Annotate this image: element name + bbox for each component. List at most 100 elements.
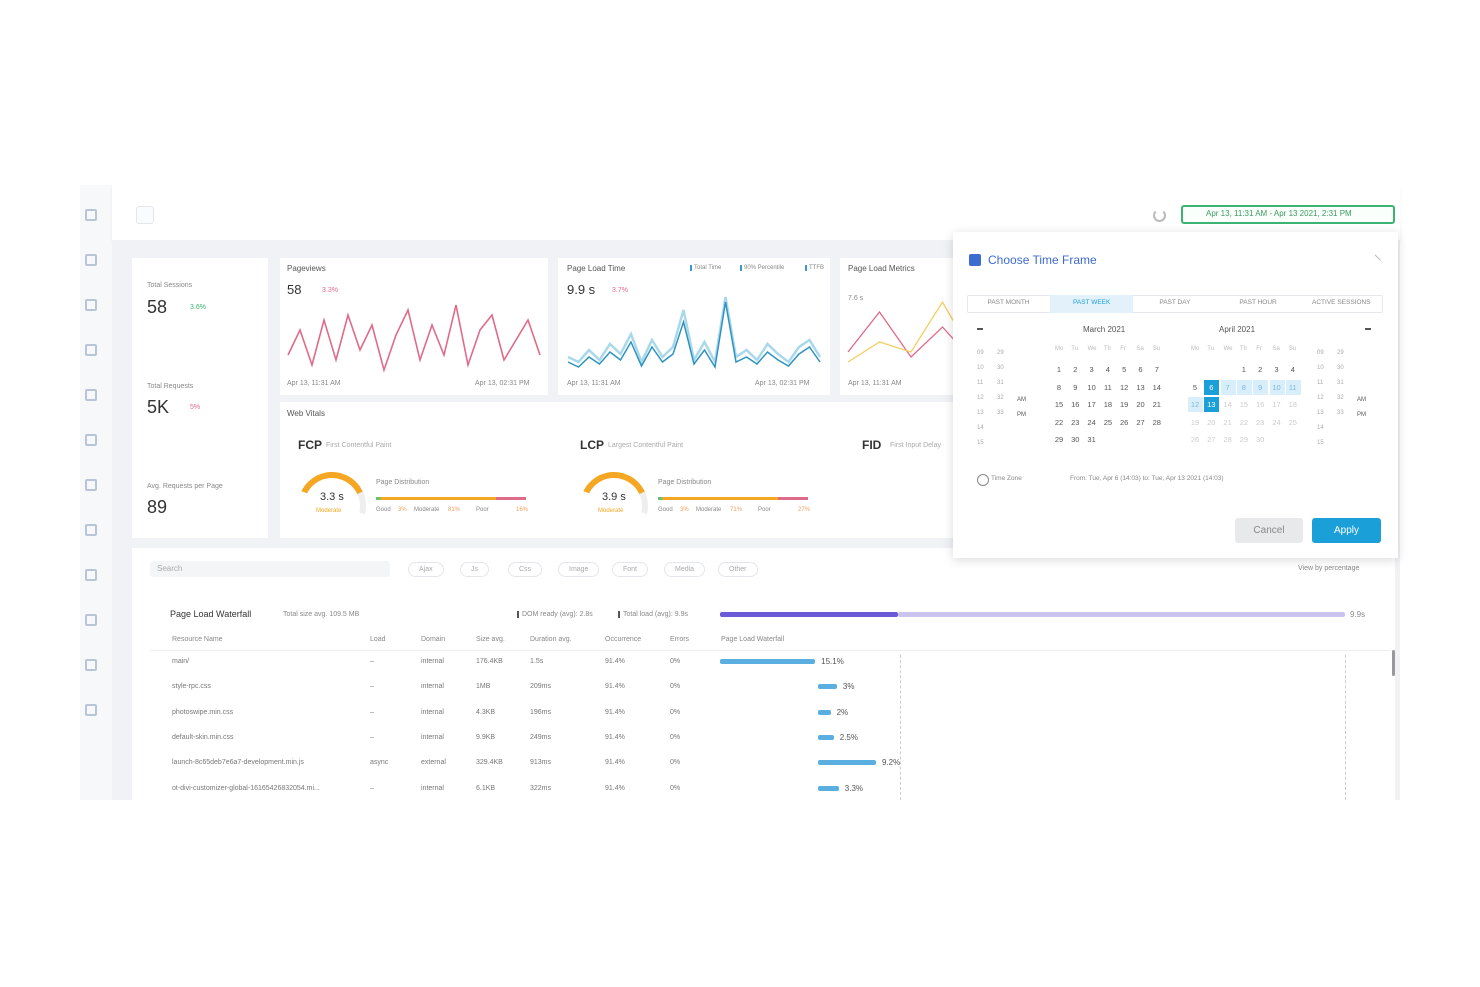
ampm-option[interactable]: PM [1017,412,1026,418]
day[interactable]: 6 [1209,382,1214,392]
hour-option[interactable]: 12 [977,395,984,401]
minute-option[interactable]: 30 [997,365,1004,371]
minute-option[interactable]: 30 [1337,365,1344,371]
minute-option[interactable]: 31 [1337,380,1344,386]
day[interactable]: 4 [1105,365,1110,374]
day[interactable]: 21 [1152,400,1161,409]
sidebar-icon[interactable] [85,569,97,581]
day[interactable]: 11 [1288,382,1297,392]
hour-option[interactable]: 15 [1317,440,1324,446]
minute-option[interactable]: 33 [1337,410,1344,416]
day[interactable]: 13 [1207,400,1216,409]
day[interactable]: 20 [1207,417,1216,427]
day[interactable]: 12 [1190,400,1200,409]
day[interactable]: 10 [1087,382,1096,392]
sidebar-icon[interactable] [85,209,97,221]
sidebar-icon[interactable] [85,479,97,491]
hour-option[interactable]: 10 [977,365,984,371]
filter-chip[interactable]: Media [664,562,706,577]
day[interactable]: 21 [1223,417,1232,427]
minute-option[interactable]: 31 [997,380,1004,386]
hour-option[interactable]: 14 [977,425,984,431]
close-button[interactable] [1368,254,1382,267]
day[interactable]: 5 [1122,365,1127,374]
next-arrow[interactable] [1365,328,1371,330]
sidebar-icon[interactable] [85,434,97,446]
day[interactable]: 17 [1087,400,1096,409]
filter-button[interactable] [136,206,154,224]
hour-option[interactable]: 10 [1317,365,1324,371]
day[interactable]: 8 [1056,382,1062,392]
view-toggle[interactable]: View by percentage [1298,565,1360,572]
filter-chip[interactable]: Image [558,562,600,577]
day[interactable]: 3 [1274,365,1279,374]
day[interactable]: 29 [1054,435,1064,444]
day[interactable]: 30 [1256,435,1265,444]
tab[interactable]: PAST HOUR [1239,299,1277,306]
day[interactable]: 24 [1272,417,1281,427]
sidebar-icon[interactable] [85,704,97,716]
hour-option[interactable]: 14 [1317,425,1324,431]
sidebar-icon[interactable] [85,389,97,401]
day[interactable]: 19 [1190,417,1200,427]
day[interactable]: 9 [1258,382,1263,392]
day[interactable]: 4 [1290,365,1295,374]
day[interactable]: 25 [1103,417,1113,427]
minute-option[interactable]: 32 [1337,395,1344,401]
day[interactable]: 26 [1120,417,1129,427]
day[interactable]: 6 [1138,365,1143,374]
day[interactable]: 20 [1136,400,1145,409]
day[interactable]: 10 [1272,382,1281,392]
day[interactable]: 26 [1190,435,1200,444]
day[interactable]: 18 [1103,400,1113,409]
filter-chip[interactable]: Other [718,562,758,577]
time-zone[interactable]: Time Zone [991,475,1022,482]
day[interactable]: 24 [1087,417,1096,427]
day[interactable]: 30 [1071,435,1080,444]
search-input[interactable] [150,561,390,577]
day[interactable]: 8 [1241,382,1246,392]
tab[interactable]: PAST MONTH [987,299,1030,306]
day[interactable]: 27 [1207,435,1216,444]
day[interactable]: 28 [1152,417,1161,427]
day[interactable]: 22 [1054,417,1064,427]
filter-chip[interactable]: Js [460,562,489,577]
minute-option[interactable]: 29 [1337,350,1344,356]
day[interactable]: 9 [1073,382,1078,392]
day[interactable]: 12 [1120,382,1129,392]
refresh-icon[interactable] [1153,209,1166,222]
minute-option[interactable]: 32 [997,395,1004,401]
day[interactable]: 14 [1223,400,1232,409]
hour-option[interactable]: 15 [977,440,984,446]
day[interactable]: 15 [1054,400,1064,409]
day[interactable]: 28 [1223,435,1232,444]
sidebar-icon[interactable] [85,659,97,671]
day[interactable]: 25 [1288,417,1297,427]
day[interactable]: 13 [1136,382,1145,392]
tab[interactable]: PAST WEEK [1073,299,1111,306]
filter-chip[interactable]: Ajax [408,562,444,577]
day[interactable]: 3 [1089,365,1094,374]
day[interactable]: 5 [1192,382,1198,392]
hour-option[interactable]: 12 [1317,395,1324,401]
filter-chip[interactable]: Css [508,562,543,577]
day[interactable]: 19 [1120,400,1129,409]
minute-option[interactable]: 33 [997,410,1004,416]
ampm-option[interactable]: AM [1017,397,1026,403]
tab[interactable]: ACTIVE SESSIONS [1312,299,1371,306]
hour-option[interactable]: 11 [977,380,984,386]
day[interactable]: 16 [1071,400,1080,409]
sidebar-icon[interactable] [85,299,97,311]
tab[interactable]: PAST DAY [1159,299,1191,306]
day[interactable]: 11 [1103,382,1112,392]
sidebar-icon[interactable] [85,614,97,626]
filter-chip[interactable]: Font [612,562,649,577]
sidebar-icon[interactable] [85,254,97,266]
day[interactable]: 23 [1071,417,1080,427]
hour-option[interactable]: 13 [977,410,984,416]
day[interactable]: 15 [1239,400,1249,409]
day[interactable]: 14 [1152,382,1161,392]
sidebar-icon[interactable] [85,524,97,536]
day[interactable]: 16 [1256,400,1265,409]
ampm-option[interactable]: AM [1357,397,1366,403]
